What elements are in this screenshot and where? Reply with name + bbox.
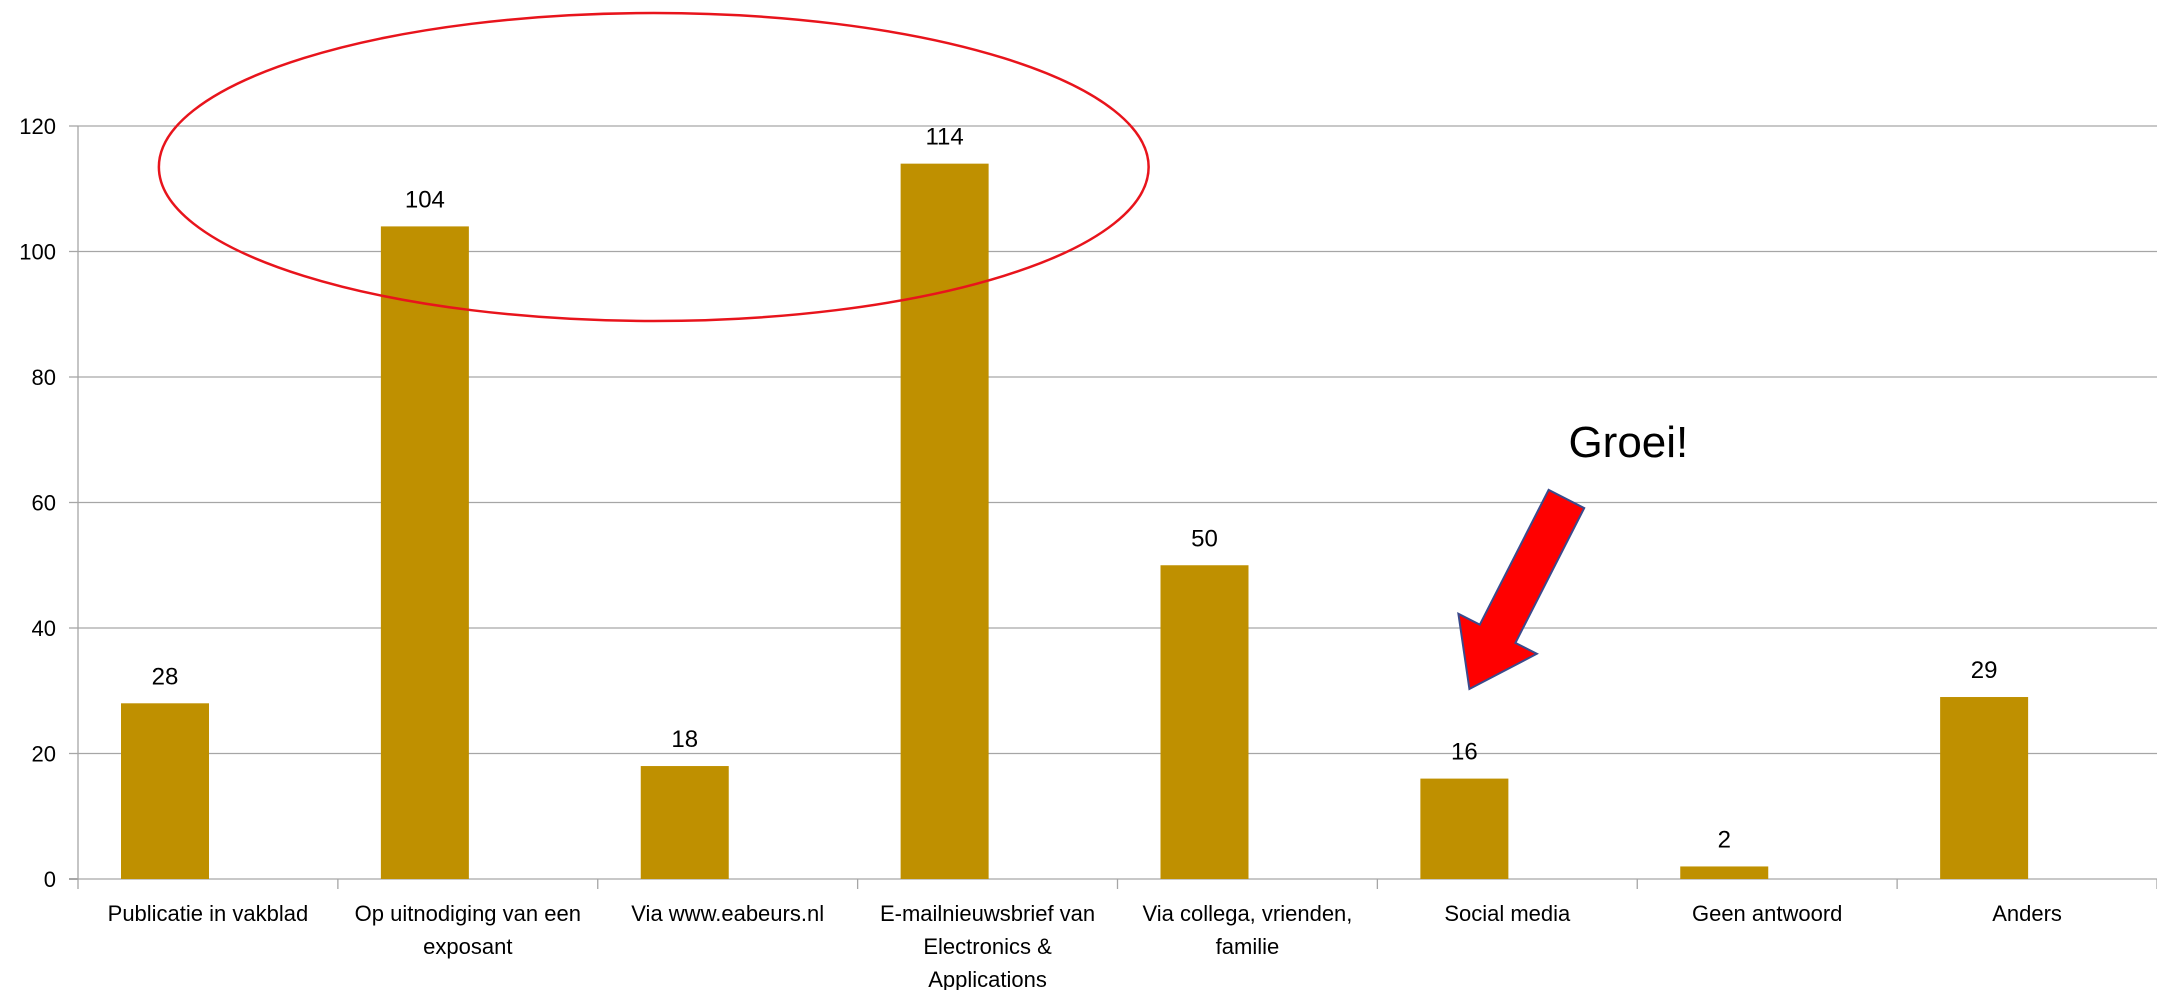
category-labels: Publicatie in vakblad Op uitnodiging van … xyxy=(108,901,2062,990)
data-label: 2 xyxy=(1718,826,1731,853)
bar xyxy=(1940,697,2029,879)
highlight-ellipse xyxy=(157,11,1150,323)
category-label: Publicatie in vakblad xyxy=(108,901,309,926)
annotations: Groei! xyxy=(157,11,1688,691)
category-label: Via collega, vrienden, familie xyxy=(1142,901,1352,959)
data-label: 18 xyxy=(671,726,698,753)
category-label: Via www.eabeurs.nl xyxy=(631,901,824,926)
data-label: 104 xyxy=(405,186,445,213)
bars xyxy=(121,163,2029,879)
data-label: 114 xyxy=(925,124,963,151)
data-labels: 28 104 18 114 50 16 2 29 xyxy=(152,124,1998,854)
data-label: 16 xyxy=(1451,739,1478,766)
category-label: Op uitnodiging van een exposant xyxy=(355,901,581,959)
category-label: Social media xyxy=(1444,901,1571,926)
y-tick-label: 20 xyxy=(32,742,56,767)
bar xyxy=(1680,866,1769,879)
annotation-text: Groei! xyxy=(1568,418,1688,467)
category-label: E-mailnieuwsbrief van Electronics & Applic… xyxy=(880,901,1095,990)
data-label: 29 xyxy=(1971,657,1998,684)
category-label: Anders xyxy=(1992,901,2062,926)
data-label: 28 xyxy=(152,663,179,690)
bar xyxy=(1160,565,1249,879)
bar xyxy=(1420,778,1509,879)
y-tick-label: 60 xyxy=(32,491,56,516)
category-label: Geen antwoord xyxy=(1692,901,1842,926)
y-tick-label: 40 xyxy=(32,616,56,641)
y-axis: 0 20 40 60 80 100 120 xyxy=(19,114,2157,892)
y-tick-label: 120 xyxy=(19,114,56,139)
data-label: 50 xyxy=(1191,525,1218,552)
arrow-icon xyxy=(1457,488,1586,691)
bar xyxy=(640,766,729,879)
bar xyxy=(900,163,989,879)
y-tick-label: 0 xyxy=(44,867,56,892)
bar xyxy=(380,226,469,879)
y-tick-label: 80 xyxy=(32,365,56,390)
y-tick-label: 100 xyxy=(19,240,56,265)
bar xyxy=(121,703,209,879)
